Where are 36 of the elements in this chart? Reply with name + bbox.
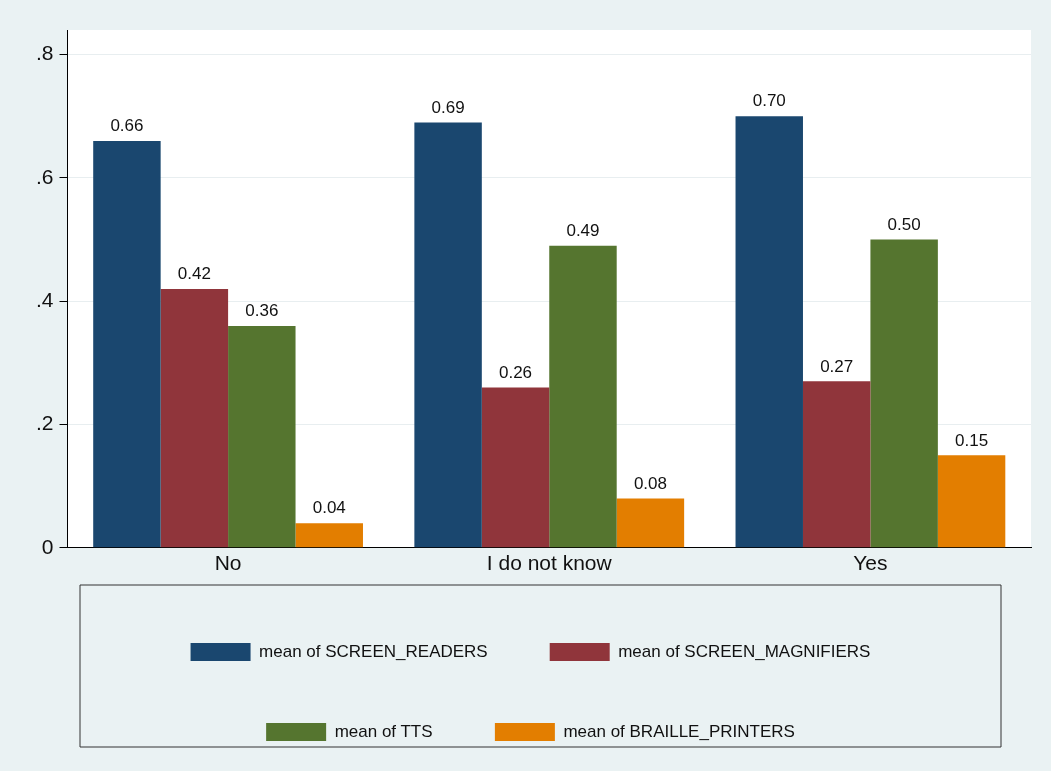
legend-label: mean of SCREEN_READERS (259, 641, 488, 661)
bar (735, 116, 803, 548)
data-label: 0.08 (633, 473, 667, 493)
legend-label: mean of TTS (334, 721, 433, 741)
bar (228, 325, 296, 548)
x-tick-label: I do not know (486, 551, 613, 575)
data-label: 0.36 (245, 301, 279, 321)
bar (481, 387, 550, 548)
y-tick-label: .4 (36, 288, 54, 312)
data-label: 0.42 (177, 264, 211, 284)
data-label: 0.04 (312, 498, 346, 518)
bar (295, 523, 363, 548)
legend-label: mean of BRAILLE_PRINTERS (563, 721, 795, 741)
y-tick-label: .8 (36, 41, 54, 65)
bar (93, 140, 161, 548)
bar (160, 288, 229, 548)
data-label: 0.70 (752, 91, 786, 111)
data-label: 0.50 (887, 214, 921, 234)
data-label: 0.15 (955, 430, 989, 450)
y-tick-label: .6 (36, 164, 54, 188)
bar (802, 381, 871, 548)
x-tick-label: Yes (853, 551, 888, 575)
y-tick-label: 0 (41, 534, 54, 558)
data-label: 0.26 (498, 362, 533, 382)
data-label: 0.69 (431, 97, 465, 117)
data-label: 0.49 (566, 220, 600, 240)
bar (414, 122, 482, 548)
data-label: 0.27 (820, 356, 854, 376)
bar (870, 239, 938, 548)
legend-label: mean of SCREEN_MAGNIFIERS (618, 641, 871, 661)
data-label: 0.66 (110, 116, 144, 136)
bar (549, 245, 617, 548)
bar (937, 455, 1006, 548)
y-tick-label: .2 (36, 411, 54, 435)
x-tick-label: No (214, 551, 242, 575)
bar (616, 498, 685, 548)
